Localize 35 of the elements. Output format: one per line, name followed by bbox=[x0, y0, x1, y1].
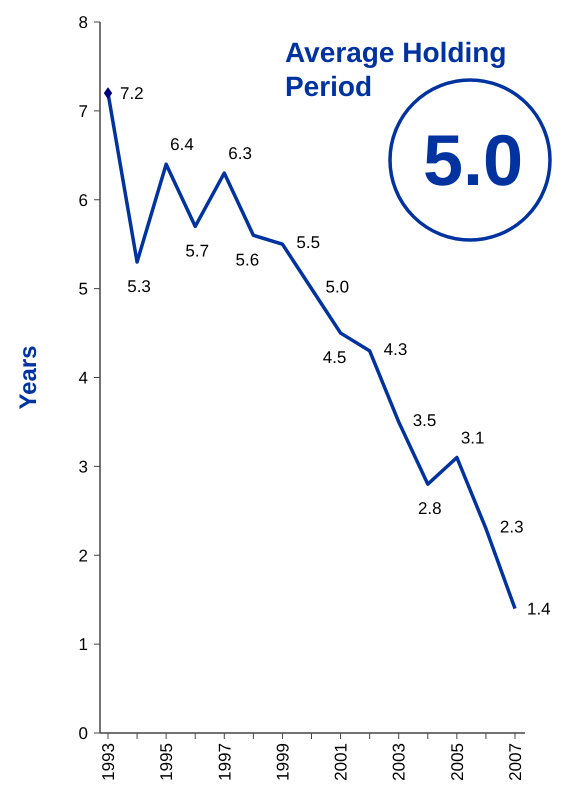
data-label: 2.3 bbox=[500, 518, 524, 537]
x-tick-label: 2007 bbox=[506, 743, 525, 781]
x-tick-label: 1995 bbox=[157, 743, 176, 781]
x-tick-label: 1997 bbox=[215, 743, 234, 781]
data-label: 5.3 bbox=[127, 276, 151, 296]
annotation: Average Holding Period bbox=[285, 37, 506, 102]
y-axis-title: Years bbox=[15, 345, 42, 410]
data-label: 7.2 bbox=[120, 84, 144, 104]
data-label: 3.1 bbox=[460, 428, 484, 448]
data-label: 5.0 bbox=[326, 278, 350, 297]
data-label: 6.4 bbox=[170, 135, 194, 154]
y-tick-label: 2 bbox=[78, 546, 88, 566]
y-tick-label: 6 bbox=[78, 190, 88, 210]
data-label: 4.5 bbox=[322, 348, 346, 368]
y-tick-label: 3 bbox=[78, 457, 88, 476]
y-tick-label: 7 bbox=[78, 102, 88, 121]
y-tick-label: 0 bbox=[78, 724, 88, 743]
x-tick-label: 1993 bbox=[99, 743, 118, 781]
data-label: 6.3 bbox=[228, 144, 252, 164]
data-label: 5.7 bbox=[185, 241, 210, 260]
x-tick-label: 1999 bbox=[273, 743, 292, 781]
y-tick-label: 8 bbox=[78, 13, 88, 32]
data-label: 5.5 bbox=[296, 233, 320, 252]
y-tick-label: 4 bbox=[78, 368, 88, 388]
x-tick-label: 2003 bbox=[390, 743, 409, 781]
x-tick-label: 2005 bbox=[448, 743, 467, 781]
y-tick-label: 5 bbox=[78, 280, 88, 299]
data-label: 2.8 bbox=[418, 499, 442, 518]
data-label: 3.5 bbox=[412, 410, 436, 430]
annotation: 5.0 bbox=[422, 121, 524, 201]
data-label: 1.4 bbox=[527, 600, 551, 619]
data-label: 4.3 bbox=[384, 340, 408, 359]
data-label: 5.6 bbox=[236, 250, 260, 270]
x-tick-label: 2001 bbox=[332, 743, 351, 781]
y-tick-label: 1 bbox=[78, 635, 88, 654]
